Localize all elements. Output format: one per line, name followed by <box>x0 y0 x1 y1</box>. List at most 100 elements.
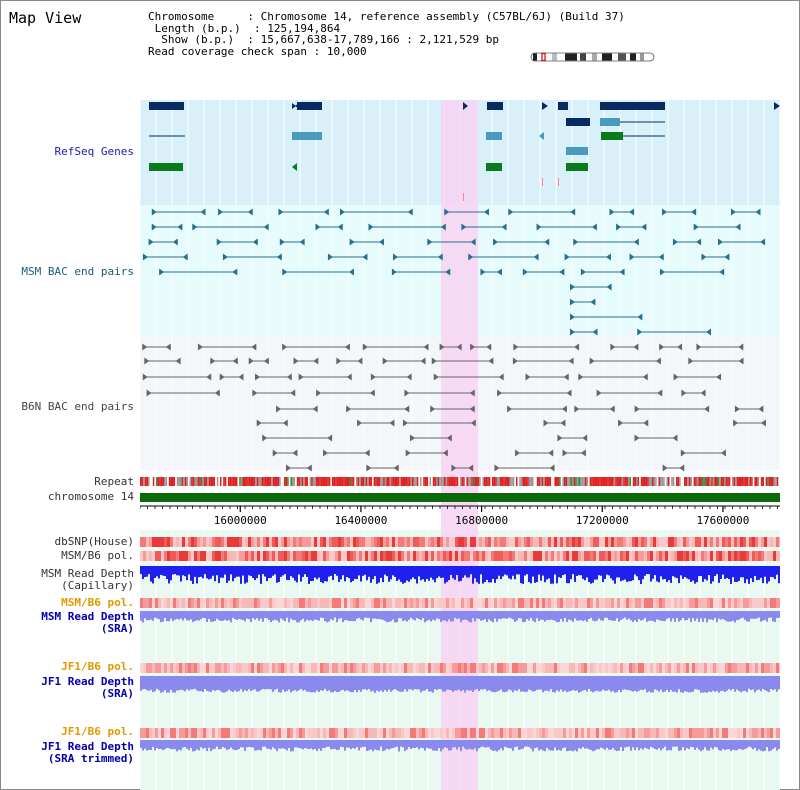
gene-feature[interactable] <box>486 132 502 140</box>
bac-end-pair[interactable] <box>718 238 766 246</box>
bac-end-pair[interactable] <box>142 373 212 381</box>
bac-end-pair[interactable] <box>515 449 554 457</box>
bac-end-pair[interactable] <box>536 223 597 231</box>
bac-end-pair[interactable] <box>151 223 183 231</box>
bac-end-pair[interactable] <box>382 357 426 365</box>
bac-end-pair[interactable] <box>461 223 507 231</box>
bac-end-pair[interactable] <box>159 268 238 276</box>
bac-end-pair[interactable] <box>570 328 598 336</box>
bac-end-pair[interactable] <box>216 238 258 246</box>
bac-end-pair[interactable] <box>525 373 569 381</box>
heatmap-strip[interactable] <box>140 663 780 673</box>
bac-end-pair[interactable] <box>637 328 712 336</box>
bac-end-pair[interactable] <box>444 208 489 216</box>
chromosome-ideogram[interactable] <box>530 52 655 62</box>
bac-end-pair[interactable] <box>580 268 625 276</box>
bac-end-pair[interactable] <box>596 389 663 397</box>
bac-end-pair[interactable] <box>672 238 702 246</box>
bac-end-pair[interactable] <box>693 223 741 231</box>
bac-end-pair[interactable] <box>480 268 502 276</box>
bac-end-pair[interactable] <box>336 357 363 365</box>
bac-end-pair[interactable] <box>497 389 572 397</box>
bac-end-pair[interactable] <box>609 208 635 216</box>
bac-end-pair[interactable] <box>262 434 333 442</box>
bac-end-pair[interactable] <box>368 223 446 231</box>
bac-end-pair[interactable] <box>370 373 412 381</box>
bac-end-pair[interactable] <box>681 389 706 397</box>
bac-end-pair[interactable] <box>362 343 429 351</box>
bac-end-pair[interactable] <box>659 268 725 276</box>
gene-feature[interactable] <box>558 102 568 110</box>
gene-feature[interactable] <box>566 163 588 171</box>
bac-end-pair[interactable] <box>734 405 764 413</box>
bac-end-pair[interactable] <box>573 238 639 246</box>
bac-end-pair[interactable] <box>218 208 253 216</box>
bac-end-pair[interactable] <box>557 434 588 442</box>
bac-end-pair[interactable] <box>219 373 244 381</box>
bac-end-pair[interactable] <box>349 238 384 246</box>
bac-end-pair[interactable] <box>430 405 475 413</box>
read-depth-plot[interactable] <box>140 676 780 693</box>
bac-end-pair[interactable] <box>276 405 318 413</box>
bac-end-pair[interactable] <box>508 208 576 216</box>
heatmap-strip[interactable] <box>140 728 780 738</box>
bac-end-pair[interactable] <box>696 343 744 351</box>
bac-end-pair[interactable] <box>346 405 410 413</box>
bac-end-pair[interactable] <box>522 268 565 276</box>
repeat-track[interactable] <box>140 477 780 486</box>
bac-end-pair[interactable] <box>410 434 452 442</box>
bac-end-pair[interactable] <box>272 449 298 457</box>
bac-end-pair[interactable] <box>730 208 761 216</box>
bac-end-pair[interactable] <box>146 389 220 397</box>
read-depth-plot[interactable] <box>140 740 780 752</box>
bac-end-pair[interactable] <box>574 405 615 413</box>
bac-end-pair[interactable] <box>339 208 413 216</box>
bac-end-pair[interactable] <box>634 405 710 413</box>
bac-end-pair[interactable] <box>327 253 368 261</box>
bac-end-pair[interactable] <box>192 223 269 231</box>
bac-end-pair[interactable] <box>570 283 612 291</box>
bac-end-pair[interactable] <box>513 343 580 351</box>
track-label-b6n-bac[interactable]: B6N BAC end pairs <box>21 400 134 413</box>
bac-end-pair[interactable] <box>298 373 352 381</box>
bac-end-pair[interactable] <box>256 419 288 427</box>
heatmap-strip[interactable] <box>140 598 780 608</box>
gene-feature[interactable] <box>486 163 502 171</box>
track-label-msm-bac[interactable]: MSM BAC end pairs <box>21 265 134 278</box>
bac-end-pair[interactable] <box>431 357 494 365</box>
bac-end-pair[interactable] <box>278 208 329 216</box>
bac-end-pair[interactable] <box>148 238 178 246</box>
bac-end-pair[interactable] <box>570 298 596 306</box>
bac-end-pair[interactable] <box>564 253 611 261</box>
bac-end-pair[interactable] <box>315 223 343 231</box>
bac-end-pair[interactable] <box>392 253 443 261</box>
gene-feature[interactable] <box>487 102 503 110</box>
bac-end-pair[interactable] <box>680 449 726 457</box>
bac-end-pair[interactable] <box>279 238 305 246</box>
gene-feature[interactable] <box>600 102 665 110</box>
bac-end-pair[interactable] <box>366 464 399 472</box>
bac-end-pair[interactable] <box>439 343 462 351</box>
gene-feature[interactable] <box>566 118 590 126</box>
bac-end-pair[interactable] <box>404 389 475 397</box>
bac-end-pair[interactable] <box>142 253 188 261</box>
bac-end-pair[interactable] <box>701 253 730 261</box>
bac-end-pair[interactable] <box>634 434 678 442</box>
bac-end-pair[interactable] <box>659 343 683 351</box>
bac-end-pair[interactable] <box>142 343 171 351</box>
heatmap-strip[interactable] <box>140 537 780 547</box>
bac-end-pair[interactable] <box>402 419 476 427</box>
bac-end-pair[interactable] <box>405 449 448 457</box>
bac-end-pair[interactable] <box>673 373 722 381</box>
bac-end-pair[interactable] <box>433 373 504 381</box>
bac-end-pair[interactable] <box>197 343 257 351</box>
bac-end-pair[interactable] <box>293 357 319 365</box>
highlight-region[interactable] <box>441 100 478 790</box>
gene-feature[interactable] <box>149 163 183 171</box>
gene-feature[interactable] <box>292 132 322 140</box>
bac-end-pair[interactable] <box>248 357 269 365</box>
bac-end-pair[interactable] <box>512 357 574 365</box>
bac-end-pair[interactable] <box>252 389 296 397</box>
bac-end-pair[interactable] <box>427 238 476 246</box>
gene-feature[interactable] <box>566 147 588 155</box>
